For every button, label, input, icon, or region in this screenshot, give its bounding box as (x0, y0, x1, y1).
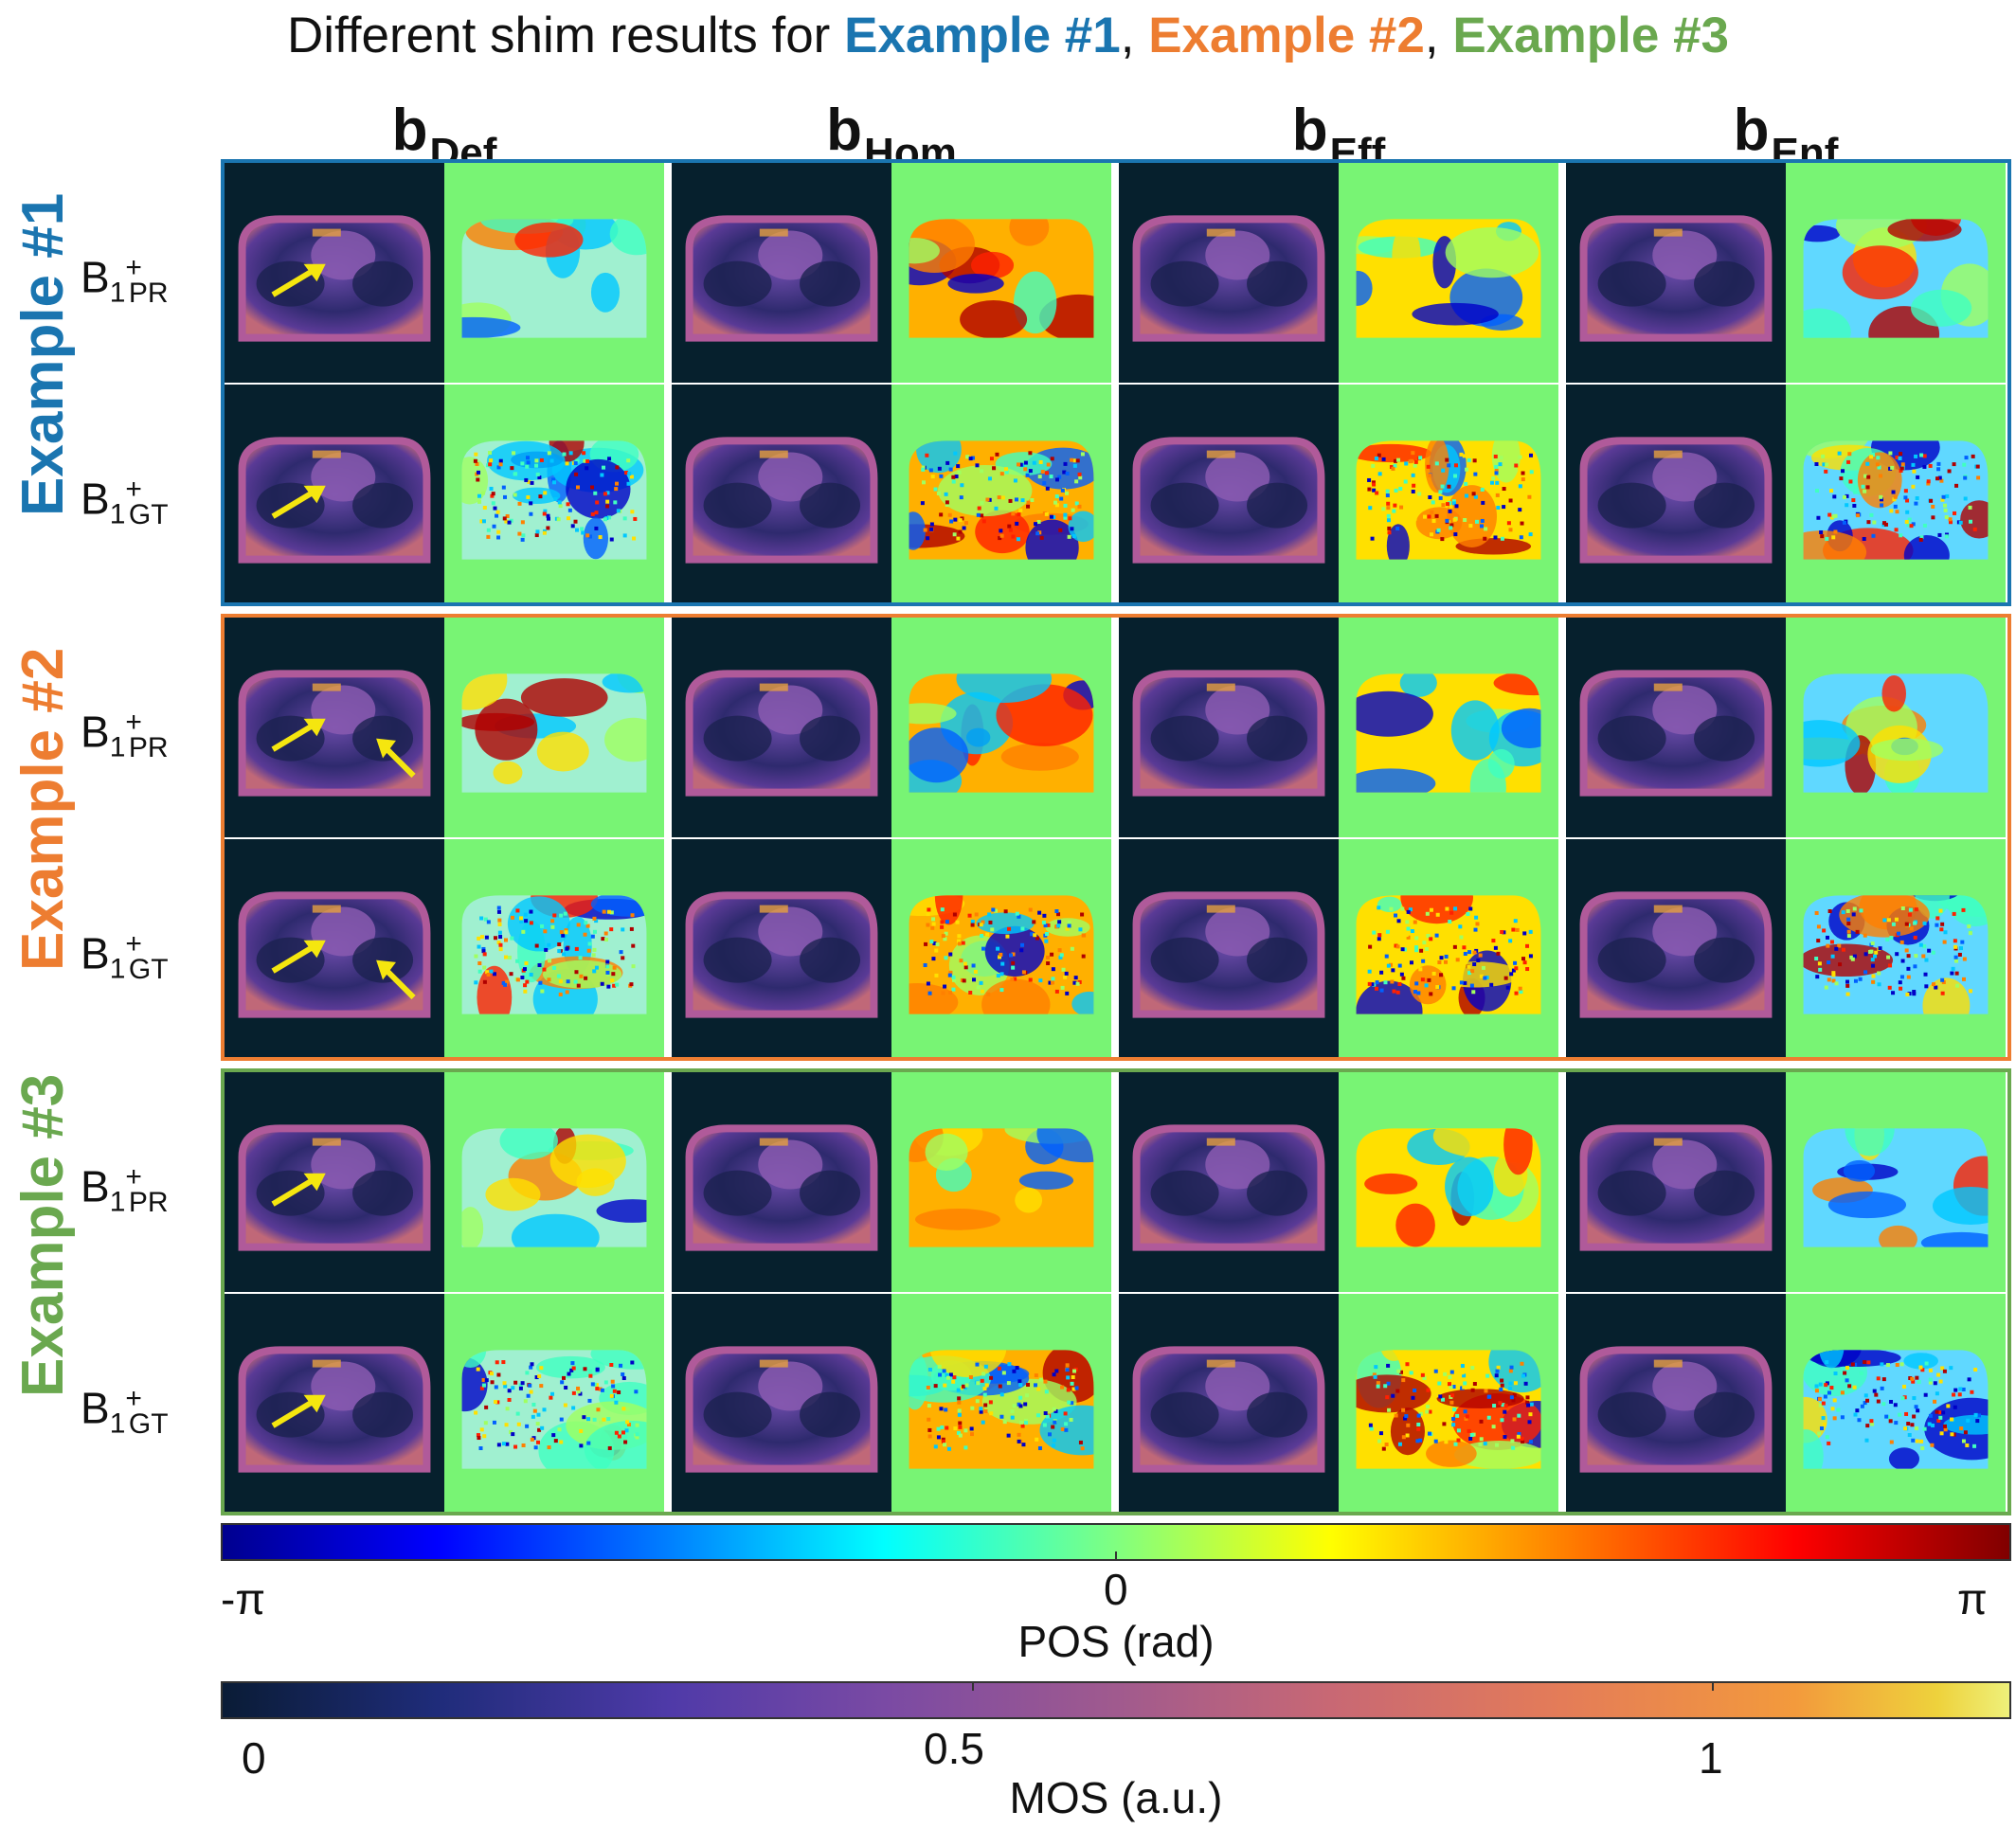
magnitude-map-r5-c1 (225, 1072, 444, 1292)
example-3-label: Example #3 (10, 1073, 76, 1397)
title-sep-2: , (1424, 8, 1453, 63)
magnitude-map-r6-c2 (672, 1294, 891, 1514)
example-2-label: Example #2 (10, 647, 76, 971)
magnitude-map-r4-c2 (672, 839, 891, 1059)
magnitude-map-r1-c3 (1119, 163, 1339, 383)
phase-map-r1-c3 (1339, 163, 1558, 383)
phase-map-r1-c1 (444, 163, 664, 383)
phase-map-r5-c4 (1786, 1072, 2006, 1292)
magnitude-tick-0-5: 0.5 (924, 1724, 984, 1773)
magnitude-map-r6-c1 (225, 1294, 444, 1514)
phase-map-r6-c1 (444, 1294, 664, 1514)
magnitude-map-r2-c4 (1566, 385, 1786, 604)
magnitude-tick-0: 0 (242, 1733, 266, 1783)
phase-map-r1-c2 (891, 163, 1111, 383)
phase-map-r3-c2 (891, 618, 1111, 837)
magnitude-map-r6-c4 (1566, 1294, 1786, 1514)
magnitude-colorbar (221, 1681, 2011, 1719)
phase-map-r2-c1 (444, 385, 664, 604)
phase-map-r6-c4 (1786, 1294, 2006, 1514)
magnitude-map-r4-c4 (1566, 839, 1786, 1059)
phase-map-r2-c3 (1339, 385, 1558, 604)
magnitude-map-r4-c1 (225, 839, 444, 1059)
phase-map-r3-c3 (1339, 618, 1558, 837)
magnitude-map-r1-c1 (225, 163, 444, 383)
figure-title: Different shim results for Example #1, E… (0, 6, 2016, 66)
phase-map-r6-c3 (1339, 1294, 1558, 1514)
phase-map-r2-c2 (891, 385, 1111, 604)
magnitude-map-r2-c2 (672, 385, 891, 604)
magnitude-map-r5-c4 (1566, 1072, 1786, 1292)
phase-map-r5-c1 (444, 1072, 664, 1292)
column-header-eff: bEff (1291, 98, 1386, 176)
magnitude-map-r3-c1 (225, 618, 444, 837)
magnitude-map-r5-c2 (672, 1072, 891, 1292)
magnitude-map-r1-c2 (672, 163, 891, 383)
row-label-gt: B1+GT (81, 474, 169, 530)
phase-max-label: π (1957, 1574, 1988, 1623)
title-example-3: Example #3 (1452, 8, 1730, 63)
title-sep-1: , (1120, 8, 1149, 63)
magnitude-map-r3-c3 (1119, 618, 1339, 837)
row-label-pr: B1+PR (81, 707, 169, 763)
magnitude-tick-one (1712, 1681, 1714, 1691)
row-label-gt: B1+GT (81, 1383, 169, 1440)
phase-map-r5-c3 (1339, 1072, 1558, 1292)
phase-map-r4-c2 (891, 839, 1111, 1059)
phase-colorbar-label: POS (rad) (1017, 1617, 1215, 1666)
phase-mid-label: 0 (1104, 1565, 1128, 1614)
phase-min-label: -π (221, 1574, 266, 1623)
magnitude-map-r1-c4 (1566, 163, 1786, 383)
magnitude-map-r2-c1 (225, 385, 444, 604)
magnitude-map-r2-c3 (1119, 385, 1339, 604)
phase-map-r4-c4 (1786, 839, 2006, 1059)
magnitude-map-r3-c4 (1566, 618, 1786, 837)
phase-map-r5-c2 (891, 1072, 1111, 1292)
phase-map-r2-c4 (1786, 385, 2006, 604)
phase-map-r3-c4 (1786, 618, 2006, 837)
title-example-2: Example #2 (1148, 8, 1425, 63)
phase-map-r3-c1 (444, 618, 664, 837)
phase-map-r6-c2 (891, 1294, 1111, 1514)
magnitude-map-r6-c3 (1119, 1294, 1339, 1514)
phase-map-r4-c3 (1339, 839, 1558, 1059)
example-2-box (221, 614, 2011, 1061)
phase-colorbar-tick-zero (1115, 1551, 1117, 1561)
magnitude-map-r4-c3 (1119, 839, 1339, 1059)
example-1-box (221, 159, 2011, 606)
magnitude-tick-mid (972, 1681, 974, 1691)
magnitude-tick-1: 1 (1699, 1733, 1723, 1783)
example-1-label: Example #1 (10, 192, 76, 516)
magnitude-map-r3-c2 (672, 618, 891, 837)
magnitude-colorbar-label: MOS (a.u.) (1009, 1773, 1223, 1822)
row-label-pr: B1+PR (81, 1161, 169, 1218)
row-label-gt: B1+GT (81, 928, 169, 985)
magnitude-map-r5-c3 (1119, 1072, 1339, 1292)
phase-map-r1-c4 (1786, 163, 2006, 383)
row-label-pr: B1+PR (81, 252, 169, 309)
title-prefix: Different shim results for (286, 8, 845, 63)
example-3-box (221, 1068, 2011, 1515)
title-example-1: Example #1 (844, 8, 1121, 63)
phase-map-r4-c1 (444, 839, 664, 1059)
